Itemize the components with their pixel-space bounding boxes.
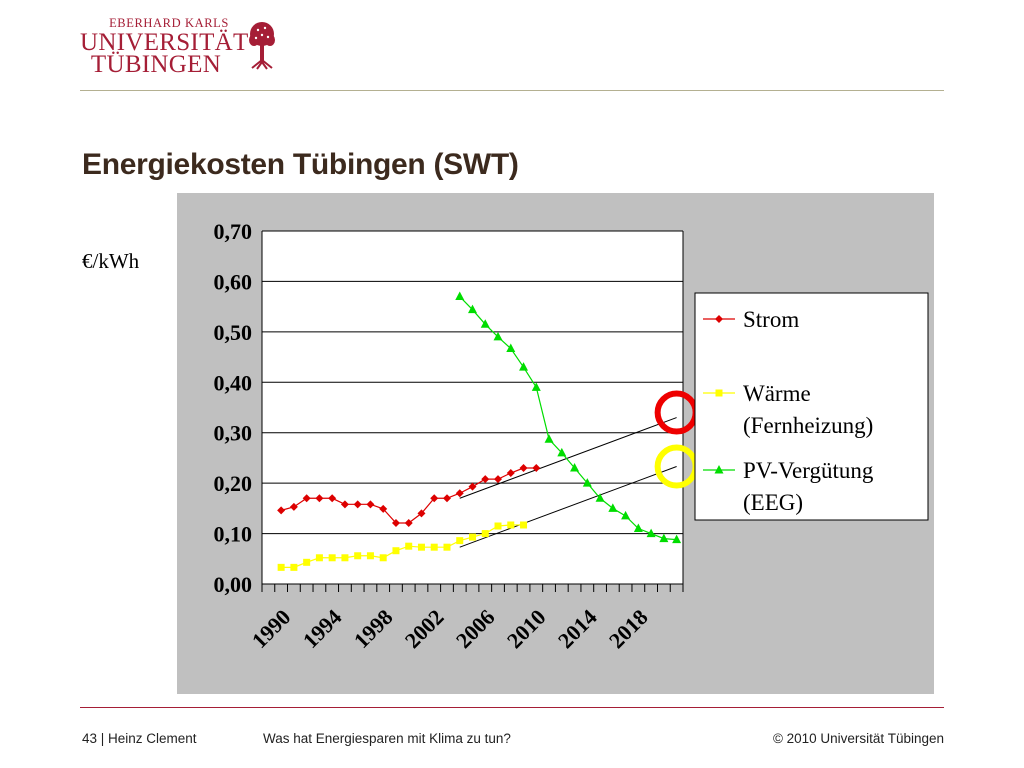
legend-label: Strom — [743, 307, 799, 332]
data-point-series-2 — [481, 530, 489, 538]
data-point-series-3 — [468, 304, 477, 314]
data-point-series-1 — [302, 494, 311, 503]
data-point-series-1 — [404, 518, 413, 527]
data-point-series-3 — [582, 478, 592, 487]
y-tick-label: 0,60 — [214, 269, 253, 294]
data-point-series-1 — [430, 494, 439, 503]
footer-page-author: 43 | Heinz Clement — [82, 731, 197, 746]
data-point-series-2 — [507, 521, 515, 529]
data-point-series-2 — [277, 563, 285, 571]
trend-line — [459, 466, 677, 548]
logo-line-small: EBERHARD KARLS — [109, 16, 229, 30]
data-point-series-3 — [659, 533, 669, 543]
data-point-series-1 — [519, 464, 528, 473]
data-point-series-2 — [417, 543, 425, 551]
data-point-series-2 — [315, 554, 323, 562]
footer-copyright: © 2010 Universität Tübingen — [772, 731, 944, 746]
data-point-series-3 — [621, 510, 631, 520]
data-point-series-2 — [392, 547, 400, 555]
data-point-series-1 — [277, 506, 286, 515]
data-point-series-1 — [315, 494, 324, 503]
data-point-series-2 — [456, 537, 464, 545]
data-point-series-1 — [481, 475, 490, 484]
data-point-series-3 — [557, 447, 567, 457]
data-point-series-3 — [519, 362, 529, 371]
y-tick-label: 0,30 — [214, 421, 253, 446]
data-point-series-3 — [493, 331, 503, 341]
data-point-series-3 — [480, 319, 490, 328]
y-tick-label: 0,50 — [214, 320, 253, 345]
data-point-series-1 — [532, 464, 541, 473]
data-point-series-3 — [633, 523, 643, 533]
data-point-series-2 — [366, 552, 374, 560]
data-point-series-1 — [353, 500, 362, 509]
data-point-series-2 — [379, 554, 387, 562]
data-point-series-3 — [672, 534, 682, 544]
header-divider — [80, 90, 944, 91]
y-tick-label: 0,10 — [214, 522, 253, 547]
plot-area — [262, 231, 683, 584]
data-point-series-2 — [328, 554, 336, 562]
logo-line-city: TÜBINGEN — [90, 51, 222, 78]
data-point-series-3 — [531, 382, 541, 391]
legend-swatch-marker — [714, 465, 724, 474]
legend-label: (Fernheizung) — [743, 413, 873, 438]
data-point-series-3 — [646, 528, 656, 538]
data-point-series-1 — [340, 500, 349, 509]
data-point-series-1 — [366, 500, 375, 509]
legend-swatch-marker — [715, 389, 723, 397]
y-tick-label: 0,20 — [214, 471, 253, 496]
legend-label: PV-Vergütung — [743, 458, 874, 483]
footer-talk-title: Was hat Energiesparen mit Klima zu tun? — [263, 731, 511, 746]
data-point-series-2 — [430, 543, 438, 551]
data-point-series-2 — [443, 543, 451, 551]
legend-label: Wärme — [743, 381, 811, 406]
logo-line-university: UNIVERSITÄT — [80, 29, 249, 56]
data-point-series-1 — [442, 494, 451, 503]
data-point-series-1 — [494, 475, 503, 484]
data-point-series-2 — [405, 542, 413, 550]
data-point-series-1 — [417, 509, 426, 518]
slide-title: Energiekosten Tübingen (SWT) — [82, 148, 519, 181]
data-point-series-1 — [328, 494, 337, 503]
data-point-series-3 — [455, 291, 465, 301]
data-point-series-2 — [520, 521, 528, 529]
legend-swatch-marker — [715, 315, 723, 323]
data-point-series-3 — [544, 434, 554, 443]
university-tree-icon — [249, 22, 275, 70]
data-point-series-3 — [608, 503, 618, 512]
y-tick-label: 0,70 — [214, 219, 253, 244]
chart-container: 0,00 0,10 0,20 0,30 0,40 0,50 0,60 0,70 1990 1994… — [177, 193, 934, 694]
data-point-series-2 — [469, 533, 476, 541]
data-point-series-3 — [506, 343, 516, 352]
y-tick-label: 0,00 — [214, 572, 253, 597]
data-point-series-3 — [595, 493, 605, 502]
trend-line — [459, 417, 677, 499]
data-point-series-1 — [391, 518, 400, 527]
data-point-series-2 — [303, 558, 311, 566]
data-point-series-1 — [455, 489, 464, 498]
data-point-series-3 — [570, 463, 580, 472]
data-point-series-2 — [494, 522, 502, 530]
legend-label: (EEG) — [743, 490, 803, 515]
data-point-series-2 — [341, 554, 349, 562]
data-point-series-1 — [468, 482, 477, 491]
y-tick-label: 0,40 — [214, 370, 253, 395]
data-point-series-1 — [379, 504, 388, 513]
legend-box — [694, 292, 929, 521]
footer-divider — [80, 707, 944, 708]
data-point-series-2 — [354, 552, 362, 560]
data-point-series-2 — [290, 563, 298, 571]
university-logo: EBERHARD KARLS UNIVERSITÄT TÜBINGEN — [80, 14, 280, 78]
data-point-series-1 — [506, 469, 515, 478]
data-point-series-1 — [289, 502, 298, 511]
unit-label: €/kWh — [82, 249, 140, 273]
